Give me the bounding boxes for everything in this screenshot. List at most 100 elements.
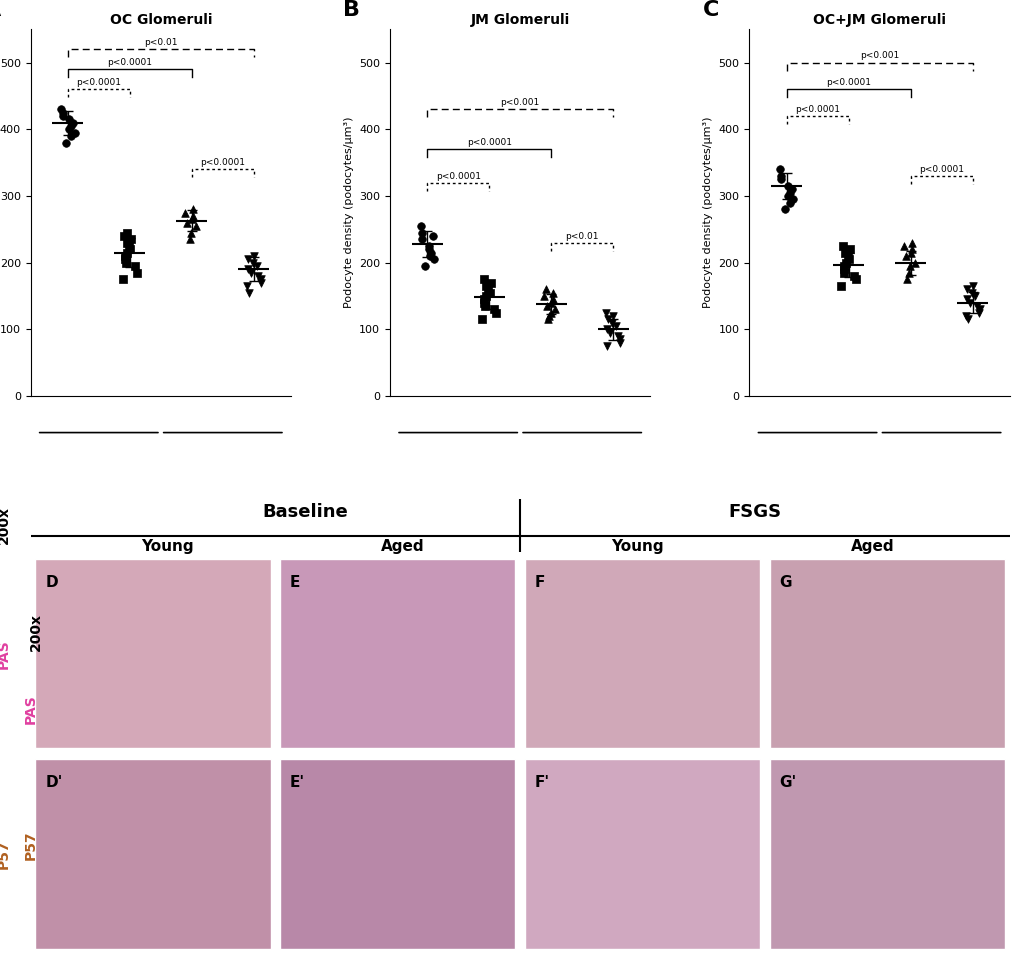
Point — [118, 225, 135, 240]
Point — [845, 268, 861, 284]
Point — [538, 298, 554, 314]
Point — [179, 215, 196, 230]
Point — [895, 238, 911, 254]
Point — [181, 231, 198, 247]
Point — [63, 128, 79, 144]
Point — [54, 108, 70, 123]
Point — [240, 285, 257, 300]
Point — [63, 118, 79, 133]
Point — [114, 271, 130, 287]
Point — [478, 278, 494, 294]
Point — [414, 231, 430, 247]
Text: p<0.0001: p<0.0001 — [467, 138, 512, 147]
Point — [772, 171, 789, 187]
Point — [476, 292, 492, 307]
Point — [771, 161, 788, 177]
Point — [478, 288, 494, 303]
Point — [607, 318, 624, 333]
Point — [239, 261, 256, 277]
Point — [122, 241, 139, 257]
Point — [897, 248, 913, 263]
Text: Young: Young — [142, 539, 194, 554]
Point — [963, 285, 979, 300]
Point — [65, 115, 82, 130]
Point — [968, 298, 984, 314]
Point — [118, 235, 135, 251]
Text: p<0.0001: p<0.0001 — [107, 58, 152, 67]
Point — [422, 245, 438, 260]
Bar — [769, 559, 1004, 748]
Point — [243, 264, 259, 280]
Point — [961, 295, 977, 310]
Point — [482, 275, 498, 291]
Point — [182, 225, 199, 240]
Point — [422, 248, 438, 263]
Title: OC Glomeruli: OC Glomeruli — [109, 13, 212, 26]
Point — [116, 228, 132, 244]
Text: B: B — [342, 0, 360, 19]
Point — [123, 231, 140, 247]
Point — [957, 308, 973, 324]
Text: G: G — [779, 575, 792, 590]
Point — [783, 182, 799, 197]
Title: OC+JM Glomeruli: OC+JM Glomeruli — [812, 13, 946, 26]
Point — [245, 255, 261, 270]
Text: 200x: 200x — [29, 612, 43, 651]
Point — [547, 301, 564, 317]
Point — [246, 248, 262, 263]
Text: p<0.0001: p<0.0001 — [200, 158, 246, 167]
Point — [835, 261, 851, 277]
Point — [837, 245, 853, 260]
Point — [183, 212, 200, 227]
Point — [425, 252, 441, 267]
Point — [476, 295, 492, 310]
Point — [903, 241, 919, 257]
Point — [847, 271, 863, 287]
Point — [420, 241, 436, 257]
Point — [58, 135, 74, 151]
Point — [117, 252, 133, 267]
Text: PAS: PAS — [0, 639, 11, 669]
Point — [603, 315, 620, 330]
Point — [785, 191, 801, 207]
Y-axis label: Podocyte density (podocytes/µm³): Podocyte density (podocytes/µm³) — [702, 117, 712, 308]
Point — [252, 275, 268, 291]
Point — [253, 271, 269, 287]
Point — [187, 218, 204, 233]
Text: p<0.001: p<0.001 — [500, 98, 539, 107]
Point — [597, 305, 613, 321]
Point — [544, 285, 560, 300]
Point — [611, 331, 628, 347]
Text: Aged: Aged — [380, 539, 424, 554]
Text: p<0.0001: p<0.0001 — [825, 78, 870, 87]
Bar — [525, 759, 759, 949]
Point — [780, 189, 796, 204]
Text: p<0.0001: p<0.0001 — [435, 171, 480, 181]
Point — [782, 185, 798, 200]
Text: G': G' — [779, 775, 796, 790]
Text: D': D' — [45, 775, 62, 790]
Point — [420, 238, 436, 254]
Bar — [36, 559, 270, 748]
Point — [249, 259, 265, 274]
Point — [544, 292, 560, 307]
Point — [475, 271, 491, 287]
Text: 200x: 200x — [0, 506, 11, 544]
Text: p<0.0001: p<0.0001 — [918, 165, 963, 174]
Text: p<0.0001: p<0.0001 — [794, 105, 840, 114]
Point — [417, 259, 433, 274]
Point — [61, 122, 77, 137]
Point — [970, 301, 986, 317]
Point — [598, 322, 614, 337]
Point — [424, 228, 440, 244]
Point — [238, 278, 255, 294]
Point — [970, 305, 986, 321]
Point — [239, 252, 256, 267]
Text: C: C — [702, 0, 718, 19]
Point — [780, 178, 796, 193]
Bar — [769, 759, 1004, 949]
Point — [781, 194, 797, 210]
Point — [958, 292, 974, 307]
Point — [176, 205, 193, 221]
Point — [840, 252, 856, 267]
